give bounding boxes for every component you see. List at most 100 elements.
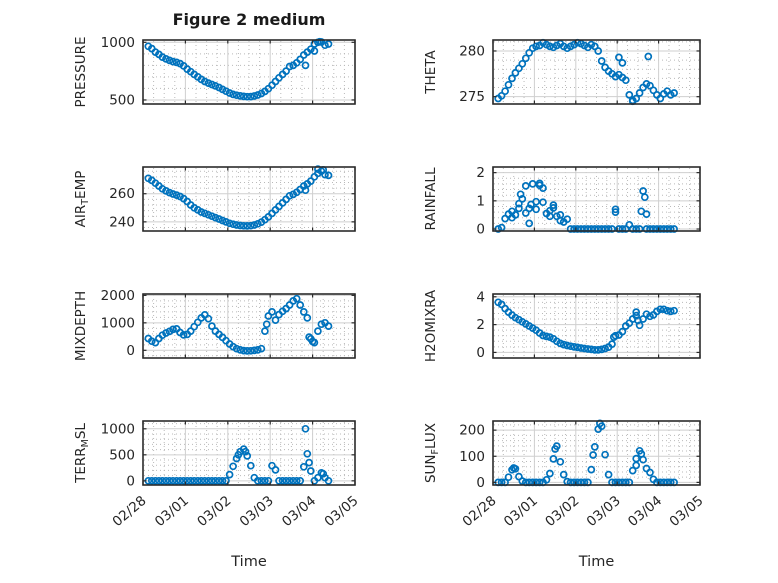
data-point-mixdepth bbox=[268, 308, 276, 316]
data-point-terr-msl bbox=[190, 476, 199, 485]
data-point-rainfall bbox=[570, 225, 578, 233]
data-point-pressure bbox=[211, 82, 220, 90]
y-tick-label-theta: 275 bbox=[459, 89, 485, 105]
data-point-rainfall bbox=[628, 225, 637, 233]
data-point-rainfall bbox=[639, 187, 647, 195]
x-tick-label: 03/03 bbox=[584, 493, 624, 530]
data-point-terr-msl bbox=[186, 476, 195, 485]
data-point-terr-msl bbox=[232, 454, 241, 463]
y-tick-label-air-temp: 260 bbox=[109, 186, 135, 202]
data-point-terr-msl bbox=[303, 449, 312, 458]
data-point-terr-msl bbox=[169, 476, 177, 485]
y-tick-label-h2omixra: 4 bbox=[476, 289, 485, 305]
data-point-terr-msl bbox=[155, 476, 163, 485]
data-point-pressure bbox=[239, 92, 248, 101]
data-point-sun-flux bbox=[556, 457, 565, 466]
data-point-air-temp bbox=[324, 171, 333, 180]
y-tick-label-rainfall: 2 bbox=[476, 165, 485, 181]
data-point-rainfall bbox=[642, 225, 651, 233]
data-point-terr-msl bbox=[179, 476, 188, 485]
data-point-theta bbox=[508, 74, 516, 83]
y-axis-label-rainfall: RAINFALL bbox=[423, 167, 439, 230]
data-point-theta bbox=[615, 53, 623, 62]
y-tick-label-mixdepth: 1000 bbox=[101, 315, 135, 331]
data-point-sun-flux bbox=[546, 469, 554, 478]
x-tick-label: 03/05 bbox=[666, 493, 706, 530]
data-point-terr-msl bbox=[261, 476, 269, 485]
data-point-pressure bbox=[232, 91, 241, 100]
data-point-mixdepth bbox=[292, 294, 301, 303]
data-point-terr-msl bbox=[296, 476, 305, 485]
subplot-h2omixra: 0 2 4 H2OMIXRA bbox=[423, 289, 701, 362]
data-point-rainfall bbox=[666, 225, 675, 233]
y-tick-label-air-temp: 240 bbox=[109, 214, 135, 230]
data-point-terr-msl bbox=[208, 476, 216, 485]
data-point-h2omixra bbox=[632, 308, 641, 316]
data-point-pressure bbox=[246, 92, 255, 101]
data-point-h2omixra bbox=[570, 343, 578, 351]
data-point-air-temp bbox=[285, 191, 294, 200]
data-point-rainfall bbox=[580, 225, 589, 233]
y-tick-label-sun-flux: 0 bbox=[476, 475, 485, 491]
data-point-rainfall bbox=[594, 225, 603, 233]
data-point-rainfall bbox=[608, 225, 616, 233]
data-point-rainfall bbox=[604, 225, 613, 233]
data-point-terr-msl bbox=[289, 476, 298, 485]
y-axis-label-mixdepth: MIXDEPTH bbox=[73, 291, 89, 361]
data-point-mixdepth bbox=[250, 346, 259, 355]
data-point-terr-msl bbox=[165, 476, 174, 485]
data-point-rainfall bbox=[587, 225, 596, 233]
data-point-terr-msl bbox=[319, 469, 328, 478]
data-point-sun-flux bbox=[518, 477, 527, 485]
data-point-rainfall bbox=[528, 180, 537, 188]
data-point-terr-msl bbox=[253, 476, 262, 485]
x-tick-label: 03/02 bbox=[542, 493, 582, 530]
data-point-terr-msl bbox=[243, 452, 252, 460]
data-point-terr-msl bbox=[282, 476, 290, 485]
x-tick-label: 03/01 bbox=[152, 493, 192, 530]
data-point-terr-msl bbox=[172, 476, 181, 485]
data-point-terr-msl bbox=[241, 447, 250, 456]
data-point-mixdepth bbox=[296, 301, 305, 309]
data-point-rainfall bbox=[549, 204, 558, 212]
data-point-mixdepth bbox=[204, 314, 213, 323]
data-point-pressure bbox=[253, 91, 262, 99]
y-axis-label-h2omixra: H2OMIXRA bbox=[423, 289, 439, 362]
data-point-pressure bbox=[200, 77, 209, 86]
data-point-terr-msl bbox=[305, 458, 313, 467]
data-point-air-temp bbox=[246, 221, 255, 230]
y-tick-label-terr-msl: 1000 bbox=[101, 421, 135, 437]
data-point-mixdepth bbox=[314, 327, 322, 335]
subplot-air-temp: 240 260 AIRTEMP bbox=[73, 165, 356, 232]
data-point-sun-flux bbox=[504, 473, 513, 482]
data-point-h2omixra bbox=[577, 344, 585, 352]
data-point-pressure bbox=[250, 92, 259, 100]
data-point-mixdepth bbox=[243, 347, 252, 355]
data-point-rainfall bbox=[532, 205, 540, 214]
data-point-theta bbox=[532, 42, 540, 51]
data-point-rainfall bbox=[584, 225, 592, 233]
subplot-rainfall: 0 1 2 RAINFALL bbox=[423, 165, 701, 238]
data-point-air-temp bbox=[225, 219, 234, 228]
data-point-sun-flux bbox=[632, 461, 641, 470]
data-point-theta bbox=[625, 91, 634, 99]
data-point-mixdepth bbox=[190, 322, 199, 331]
data-point-rainfall bbox=[532, 197, 540, 206]
data-point-mixdepth bbox=[271, 316, 280, 324]
subplot-sun-flux: 0 100 200 SUNFLUX 02/28 03/01 03/02 03/03 03/04 0… bbox=[423, 419, 707, 570]
data-point-sun-flux bbox=[551, 445, 559, 453]
y-tick-label-pressure: 500 bbox=[109, 92, 135, 108]
data-point-rainfall bbox=[656, 225, 665, 233]
data-point-sun-flux bbox=[590, 443, 599, 451]
data-point-terr-msl bbox=[234, 450, 243, 459]
data-point-terr-msl bbox=[193, 476, 202, 485]
data-point-sun-flux bbox=[508, 465, 516, 474]
data-point-terr-msl bbox=[147, 476, 156, 485]
data-point-mixdepth bbox=[257, 344, 266, 353]
x-tick-label: 03/01 bbox=[501, 493, 541, 530]
data-point-rainfall bbox=[597, 225, 606, 233]
data-point-air-temp bbox=[239, 221, 248, 230]
data-point-rainfall bbox=[573, 225, 582, 233]
